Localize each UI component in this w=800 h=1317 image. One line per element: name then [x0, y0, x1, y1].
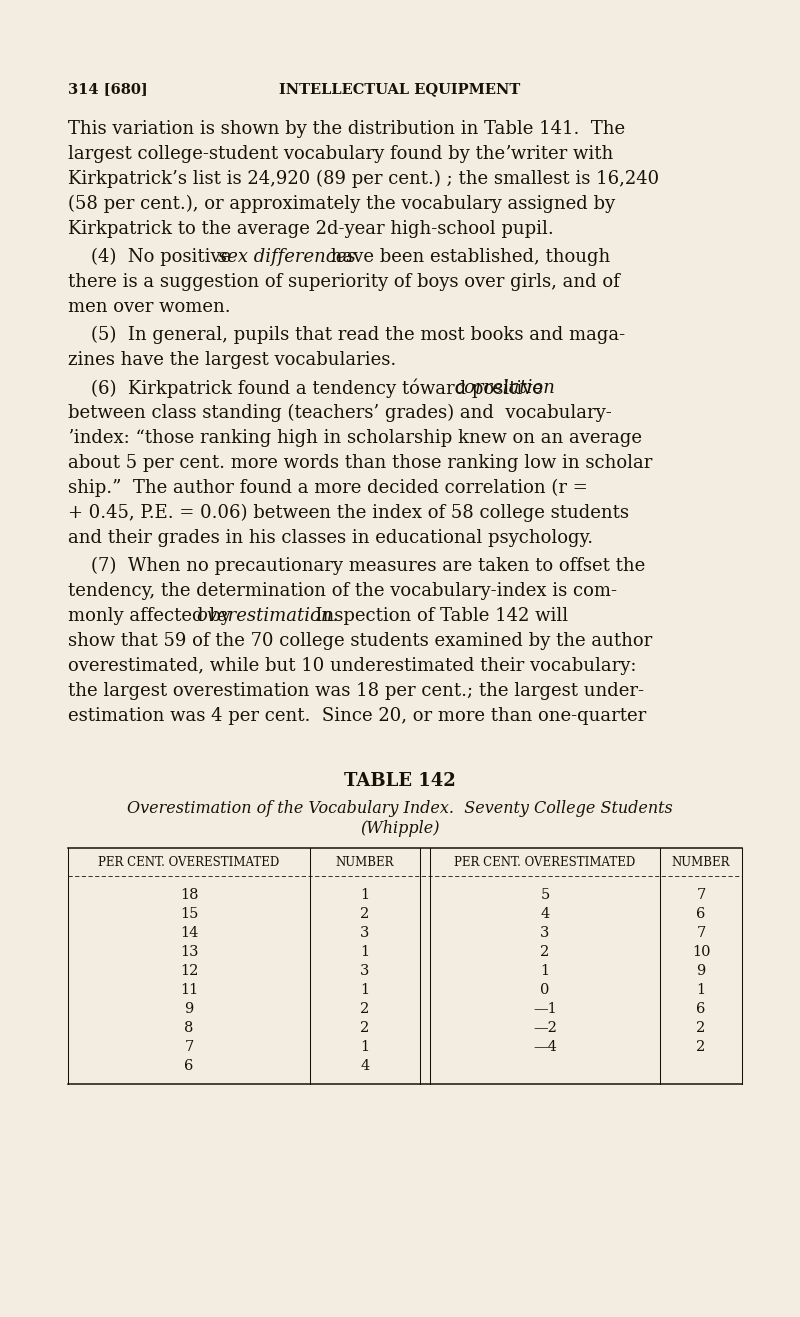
- Text: 18: 18: [180, 888, 198, 902]
- Text: Overestimation of the Vocabulary Index.  Seventy College Students: Overestimation of the Vocabulary Index. …: [127, 799, 673, 817]
- Text: 4: 4: [540, 907, 550, 921]
- Text: 7: 7: [696, 926, 706, 940]
- Text: 9: 9: [184, 1002, 194, 1015]
- Text: PER CENT. OVERESTIMATED: PER CENT. OVERESTIMATED: [454, 856, 636, 869]
- Text: 2: 2: [360, 1021, 370, 1035]
- Text: 13: 13: [180, 946, 198, 959]
- Text: overestimated, while but 10 underestimated their vocabulary:: overestimated, while but 10 underestimat…: [68, 657, 637, 676]
- Text: INTELLECTUAL EQUIPMENT: INTELLECTUAL EQUIPMENT: [279, 82, 521, 96]
- Text: 9: 9: [696, 964, 706, 979]
- Text: TABLE 142: TABLE 142: [344, 772, 456, 790]
- Text: 12: 12: [180, 964, 198, 979]
- Text: between class standing (teachers’ grades) and  vocabulary-: between class standing (teachers’ grades…: [68, 404, 612, 423]
- Text: monly affected by: monly affected by: [68, 607, 237, 626]
- Text: sex differences: sex differences: [218, 248, 356, 266]
- Text: NUMBER: NUMBER: [672, 856, 730, 869]
- Text: —2: —2: [533, 1021, 557, 1035]
- Text: 4: 4: [360, 1059, 370, 1073]
- Text: 2: 2: [696, 1021, 706, 1035]
- Text: (5)  In general, pupils that read the most books and maga-: (5) In general, pupils that read the mos…: [68, 327, 625, 344]
- Text: 2: 2: [360, 907, 370, 921]
- Text: 7: 7: [696, 888, 706, 902]
- Text: 1: 1: [361, 946, 370, 959]
- Text: This variation is shown by the distribution in Table 141.  The: This variation is shown by the distribut…: [68, 120, 625, 138]
- Text: —1: —1: [533, 1002, 557, 1015]
- Text: zines have the largest vocabularies.: zines have the largest vocabularies.: [68, 352, 396, 369]
- Text: 5: 5: [540, 888, 550, 902]
- Text: 6: 6: [184, 1059, 194, 1073]
- Text: 2: 2: [696, 1040, 706, 1054]
- Text: show that 59 of the 70 college students examined by the author: show that 59 of the 70 college students …: [68, 632, 652, 651]
- Text: (Whipple): (Whipple): [360, 820, 440, 838]
- Text: Kirkpatrick to the average 2d-year high-school pupil.: Kirkpatrick to the average 2d-year high-…: [68, 220, 554, 238]
- Text: ʼindex: “those ranking high in scholarship knew on an average: ʼindex: “those ranking high in scholarsh…: [68, 429, 642, 446]
- Text: 1: 1: [361, 1040, 370, 1054]
- Text: 7: 7: [184, 1040, 194, 1054]
- Text: 2: 2: [360, 1002, 370, 1015]
- Text: tendency, the determination of the vocabulary-index is com-: tendency, the determination of the vocab…: [68, 582, 617, 601]
- Text: 8: 8: [184, 1021, 194, 1035]
- Text: correlation: correlation: [454, 379, 555, 396]
- Text: (6)  Kirkpatrick found a tendency tóward positive: (6) Kirkpatrick found a tendency tóward …: [68, 379, 549, 399]
- Text: 15: 15: [180, 907, 198, 921]
- Text: overestimation.: overestimation.: [197, 607, 339, 626]
- Text: have been established, though: have been established, though: [326, 248, 610, 266]
- Text: NUMBER: NUMBER: [336, 856, 394, 869]
- Text: the largest overestimation was 18 per cent.; the largest under-: the largest overestimation was 18 per ce…: [68, 682, 644, 701]
- Text: and their grades in his classes in educational psychology.: and their grades in his classes in educa…: [68, 529, 593, 547]
- Text: PER CENT. OVERESTIMATED: PER CENT. OVERESTIMATED: [98, 856, 280, 869]
- Text: 6: 6: [696, 907, 706, 921]
- Text: 1: 1: [361, 888, 370, 902]
- Text: 1: 1: [541, 964, 550, 979]
- Text: 0: 0: [540, 982, 550, 997]
- Text: 314 [680]: 314 [680]: [68, 82, 148, 96]
- Text: 2: 2: [540, 946, 550, 959]
- Text: about 5 per cent. more words than those ranking low in scholar: about 5 per cent. more words than those …: [68, 454, 652, 471]
- Text: Kirkpatrick’s list is 24,920 (89 per cent.) ; the smallest is 16,240: Kirkpatrick’s list is 24,920 (89 per cen…: [68, 170, 659, 188]
- Text: 3: 3: [540, 926, 550, 940]
- Text: 14: 14: [180, 926, 198, 940]
- Text: 6: 6: [696, 1002, 706, 1015]
- Text: ship.”  The author found a more decided correlation (r =: ship.” The author found a more decided c…: [68, 479, 588, 498]
- Text: estimation was 4 per cent.  Since 20, or more than one-quarter: estimation was 4 per cent. Since 20, or …: [68, 707, 646, 724]
- Text: (7)  When no precautionary measures are taken to offset the: (7) When no precautionary measures are t…: [68, 557, 646, 576]
- Text: 3: 3: [360, 926, 370, 940]
- Text: 1: 1: [361, 982, 370, 997]
- Text: largest college-student vocabulary found by theʼwriter with: largest college-student vocabulary found…: [68, 145, 614, 163]
- Text: + 0.45, P.E. = 0.06) between the index of 58 college students: + 0.45, P.E. = 0.06) between the index o…: [68, 504, 629, 523]
- Text: 11: 11: [180, 982, 198, 997]
- Text: Inspection of Table 142 will: Inspection of Table 142 will: [304, 607, 568, 626]
- Text: 10: 10: [692, 946, 710, 959]
- Text: —4: —4: [533, 1040, 557, 1054]
- Text: (58 per cent.), or approximately the vocabulary assigned by: (58 per cent.), or approximately the voc…: [68, 195, 615, 213]
- Text: there is a suggestion of superiority of boys over girls, and of: there is a suggestion of superiority of …: [68, 273, 620, 291]
- Text: 1: 1: [697, 982, 706, 997]
- Text: (4)  No positive: (4) No positive: [68, 248, 237, 266]
- Text: 3: 3: [360, 964, 370, 979]
- Text: men over women.: men over women.: [68, 298, 230, 316]
